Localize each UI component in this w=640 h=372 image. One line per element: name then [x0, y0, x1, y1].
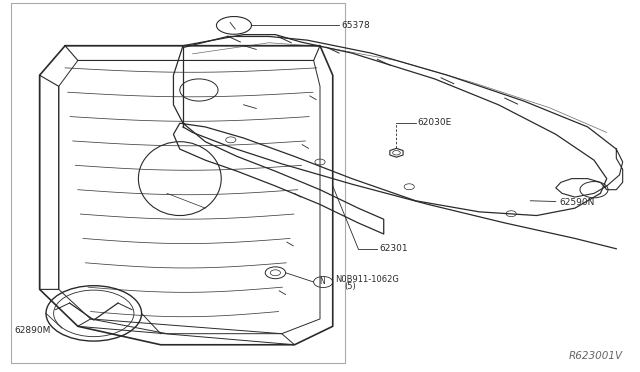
Text: N0B911-1062G: N0B911-1062G: [335, 275, 399, 283]
Bar: [11, 3, 346, 363]
Text: 65378: 65378: [341, 21, 370, 30]
Text: (5): (5): [344, 282, 356, 291]
Text: 62030E: 62030E: [417, 118, 452, 127]
Text: 62590N: 62590N: [559, 198, 595, 207]
Text: 62301: 62301: [380, 244, 408, 253]
Text: N: N: [319, 278, 325, 286]
Text: 62890M: 62890M: [14, 326, 51, 335]
Text: R623001V: R623001V: [568, 352, 623, 361]
